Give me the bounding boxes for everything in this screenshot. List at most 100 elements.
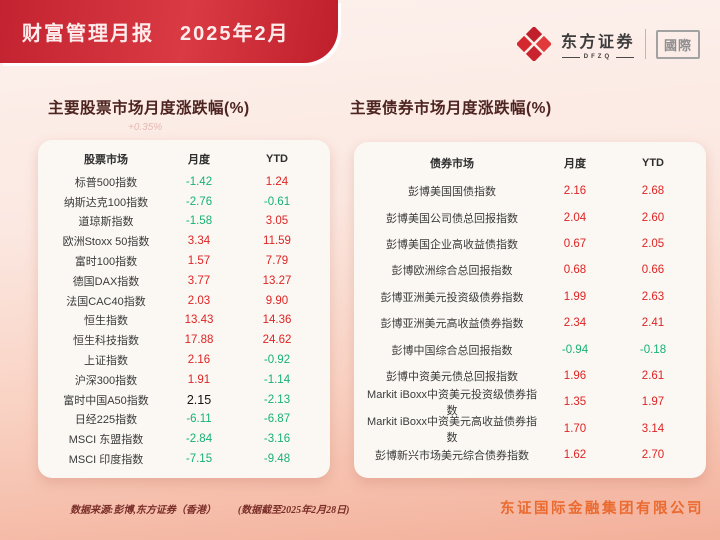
source-text: 数据来源:彭博,东方证券（香港） <box>70 505 216 516</box>
report-period: 2025年2月 <box>180 23 290 45</box>
table-row: 富时100指数 1.57 7.79 <box>48 251 320 271</box>
index-name: 彭博亚洲美元高收益债券指数 <box>380 318 524 331</box>
data-source-note: 数据来源:彭博,东方证券（香港） (数据截至2025年2月28日) <box>70 501 350 516</box>
index-name: 彭博美国国债指数 <box>408 186 496 199</box>
ytd-value: 2.68 <box>641 185 665 198</box>
index-name: 欧洲Stoxx 50指数 <box>62 236 150 249</box>
monthly-value: 1.62 <box>563 449 587 462</box>
ytd-value: 2.61 <box>641 369 665 382</box>
index-name: MSCI 印度指数 <box>68 454 144 467</box>
region-badge: 國際 <box>655 29 700 59</box>
table-row: MSCI 印度指数 -7.15 -9.48 <box>48 449 320 469</box>
index-name: 彭博新兴市场美元综合债券指数 <box>375 450 529 463</box>
monthly-value: 1.96 <box>563 369 587 382</box>
column-header-ytd: YTD <box>642 157 664 169</box>
index-name: 恒生科技指数 <box>73 335 139 348</box>
index-name: 纳斯达克100指数 <box>63 196 149 209</box>
index-name: 彭博亚洲美元投资级债券指数 <box>380 291 524 304</box>
stock-section-title: 主要股票市场月度涨跌幅(%) <box>48 100 250 117</box>
monthly-value: 2.04 <box>563 211 587 224</box>
ytd-value: -1.14 <box>263 373 291 386</box>
table-row: 恒生指数 13.43 14.36 <box>48 311 320 331</box>
monthly-value: -7.15 <box>185 453 213 466</box>
monthly-value: 2.15 <box>186 392 212 407</box>
table-row: 道琼斯指数 -1.58 3.05 <box>48 212 320 232</box>
index-name: 彭博美国公司债总回报指数 <box>386 212 518 225</box>
index-name: 彭博中国综合总回报指数 <box>391 344 513 357</box>
table-row: 恒生科技指数 17.88 24.62 <box>48 330 320 350</box>
monthly-value: 1.99 <box>563 290 587 303</box>
ytd-value: 2.70 <box>641 449 665 462</box>
brand-name-block: 东方证券 DFZQ <box>561 28 635 60</box>
monthly-value: 2.03 <box>187 294 211 307</box>
monthly-value: 2.16 <box>563 185 587 198</box>
ytd-value: 2.63 <box>641 290 665 303</box>
monthly-value: -1.58 <box>185 215 213 228</box>
monthly-value: 3.34 <box>187 235 211 248</box>
table-row: 彭博新兴市场美元综合债券指数 1.62 2.70 <box>364 442 696 468</box>
table-row: 彭博亚洲美元投资级债券指数 1.99 2.63 <box>364 284 696 310</box>
ytd-value: -3.16 <box>263 433 291 446</box>
ytd-value: 2.05 <box>641 237 665 250</box>
monthly-value: -1.42 <box>185 175 213 188</box>
table-row: 彭博美国企业高收益债指数 0.67 2.05 <box>364 231 696 257</box>
company-name: 东证国际金融集团有限公司 <box>500 501 704 517</box>
table-row: Markit iBoxx中资美元高收益债券指数 1.70 3.14 <box>364 416 696 444</box>
index-name: MSCI 东盟指数 <box>68 434 144 447</box>
table-row: 上证指数 2.16 -0.92 <box>48 350 320 370</box>
monthly-value: 3.77 <box>187 274 211 287</box>
column-header-market: 债券市场 <box>430 158 474 170</box>
report-title: 财富管理月报 <box>22 23 154 45</box>
ytd-value: -0.18 <box>639 343 667 356</box>
table-row: 彭博美国公司债总回报指数 2.04 2.60 <box>364 204 696 230</box>
index-name: 彭博欧洲综合总回报指数 <box>391 265 513 278</box>
brand-logo: 东方证券 DFZQ 國際 <box>516 27 700 61</box>
monthly-value: -6.11 <box>186 413 212 426</box>
monthly-value: 1.70 <box>563 422 587 435</box>
logo-divider <box>644 29 646 59</box>
monthly-value: 0.68 <box>563 264 587 277</box>
monthly-value: 1.91 <box>187 373 211 386</box>
monthly-value: 17.88 <box>184 334 214 347</box>
table-row: MSCI 东盟指数 -2.84 -3.16 <box>48 429 320 449</box>
index-name: 日经225指数 <box>74 414 138 427</box>
cutoff-text: (数据截至2025年2月28日) <box>237 505 350 516</box>
ytd-value: 9.90 <box>265 294 289 307</box>
ytd-value: -9.48 <box>263 453 291 466</box>
dfzq-diamond-icon <box>516 27 551 61</box>
table-row: 彭博欧洲综合总回报指数 0.68 0.66 <box>364 257 696 283</box>
ytd-value: -0.61 <box>263 195 291 208</box>
monthly-value: 0.67 <box>563 237 587 250</box>
stock-table-header: 股票市场 月度 YTD <box>48 146 320 172</box>
index-name: 道琼斯指数 <box>78 216 134 229</box>
index-name: 富时100指数 <box>74 256 138 269</box>
column-header-monthly: 月度 <box>188 154 210 166</box>
ytd-value: 11.59 <box>263 235 291 248</box>
table-row: 富时中国A50指数 2.15 -2.13 <box>48 390 320 410</box>
monthly-value: 2.16 <box>187 354 211 367</box>
table-row: 彭博中资美元债总回报指数 1.96 2.61 <box>364 363 696 389</box>
bond-table-body: 彭博美国国债指数 2.16 2.68 彭博美国公司债总回报指数 2.04 2.60 彭博美国… <box>364 178 696 468</box>
column-header-monthly: 月度 <box>564 158 586 170</box>
monthly-value: 1.57 <box>187 255 211 268</box>
table-row: 沪深300指数 1.91 -1.14 <box>48 370 320 390</box>
ytd-value: 2.60 <box>641 211 665 224</box>
ytd-value: -6.87 <box>263 413 291 426</box>
index-name: 沪深300指数 <box>74 374 138 387</box>
background-watermark: +0.35% <box>128 122 163 133</box>
table-row: Markit iBoxx中资美元投资级债券指数 1.35 1.97 <box>364 389 696 417</box>
column-header-market: 股票市场 <box>84 154 128 166</box>
monthly-value: -0.94 <box>561 343 589 356</box>
brand-sub-text: DFZQ <box>583 54 613 60</box>
column-header-ytd: YTD <box>266 153 288 165</box>
bond-table-header: 债券市场 月度 YTD <box>364 148 696 178</box>
index-name: 富时中国A50指数 <box>63 394 149 407</box>
brand-subtitle: DFZQ <box>561 54 635 60</box>
ytd-value: 2.41 <box>641 317 665 330</box>
ytd-value: 7.79 <box>265 255 289 268</box>
index-name: 标普500指数 <box>74 176 138 189</box>
table-row: 法国CAC40指数 2.03 9.90 <box>48 291 320 311</box>
index-name: 上证指数 <box>84 355 128 368</box>
index-name: 彭博中资美元债总回报指数 <box>386 370 518 383</box>
monthly-value: 2.34 <box>563 317 587 330</box>
